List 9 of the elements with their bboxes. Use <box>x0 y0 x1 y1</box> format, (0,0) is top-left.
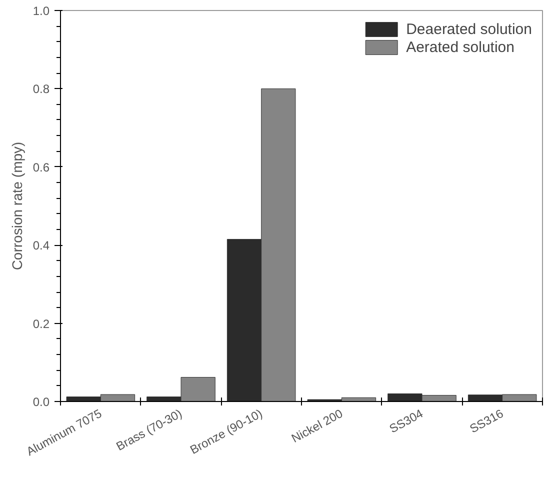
y-tick-label: 0.4 <box>32 238 50 253</box>
y-tick-label: 0.6 <box>32 160 50 174</box>
y-tick-label: 1.0 <box>32 4 50 18</box>
y-tick-label: 0.8 <box>32 82 50 96</box>
y-tick-label: 0.2 <box>32 316 50 331</box>
y-axis-title: Corrosion rate (mpy) <box>8 142 25 270</box>
y-tick-label: 0.0 <box>32 395 50 409</box>
legend-label: Aerated solution <box>406 38 514 56</box>
legend-label: Deaerated solution <box>406 20 532 38</box>
